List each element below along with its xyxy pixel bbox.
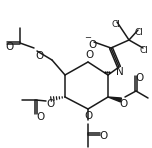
Text: Cl: Cl: [140, 45, 149, 54]
Text: O: O: [5, 42, 13, 52]
Text: O: O: [119, 99, 127, 109]
Text: O: O: [46, 99, 54, 109]
Text: Cl: Cl: [135, 28, 143, 37]
Text: −: −: [85, 33, 92, 42]
Text: O: O: [135, 73, 143, 83]
Text: O: O: [84, 111, 92, 121]
Text: O: O: [88, 40, 96, 50]
Text: O: O: [35, 51, 43, 61]
Text: N: N: [116, 67, 124, 77]
Text: O: O: [99, 131, 107, 141]
Text: O: O: [85, 50, 93, 60]
Text: Cl: Cl: [112, 20, 120, 29]
Text: O: O: [36, 112, 44, 122]
Polygon shape: [108, 97, 121, 102]
